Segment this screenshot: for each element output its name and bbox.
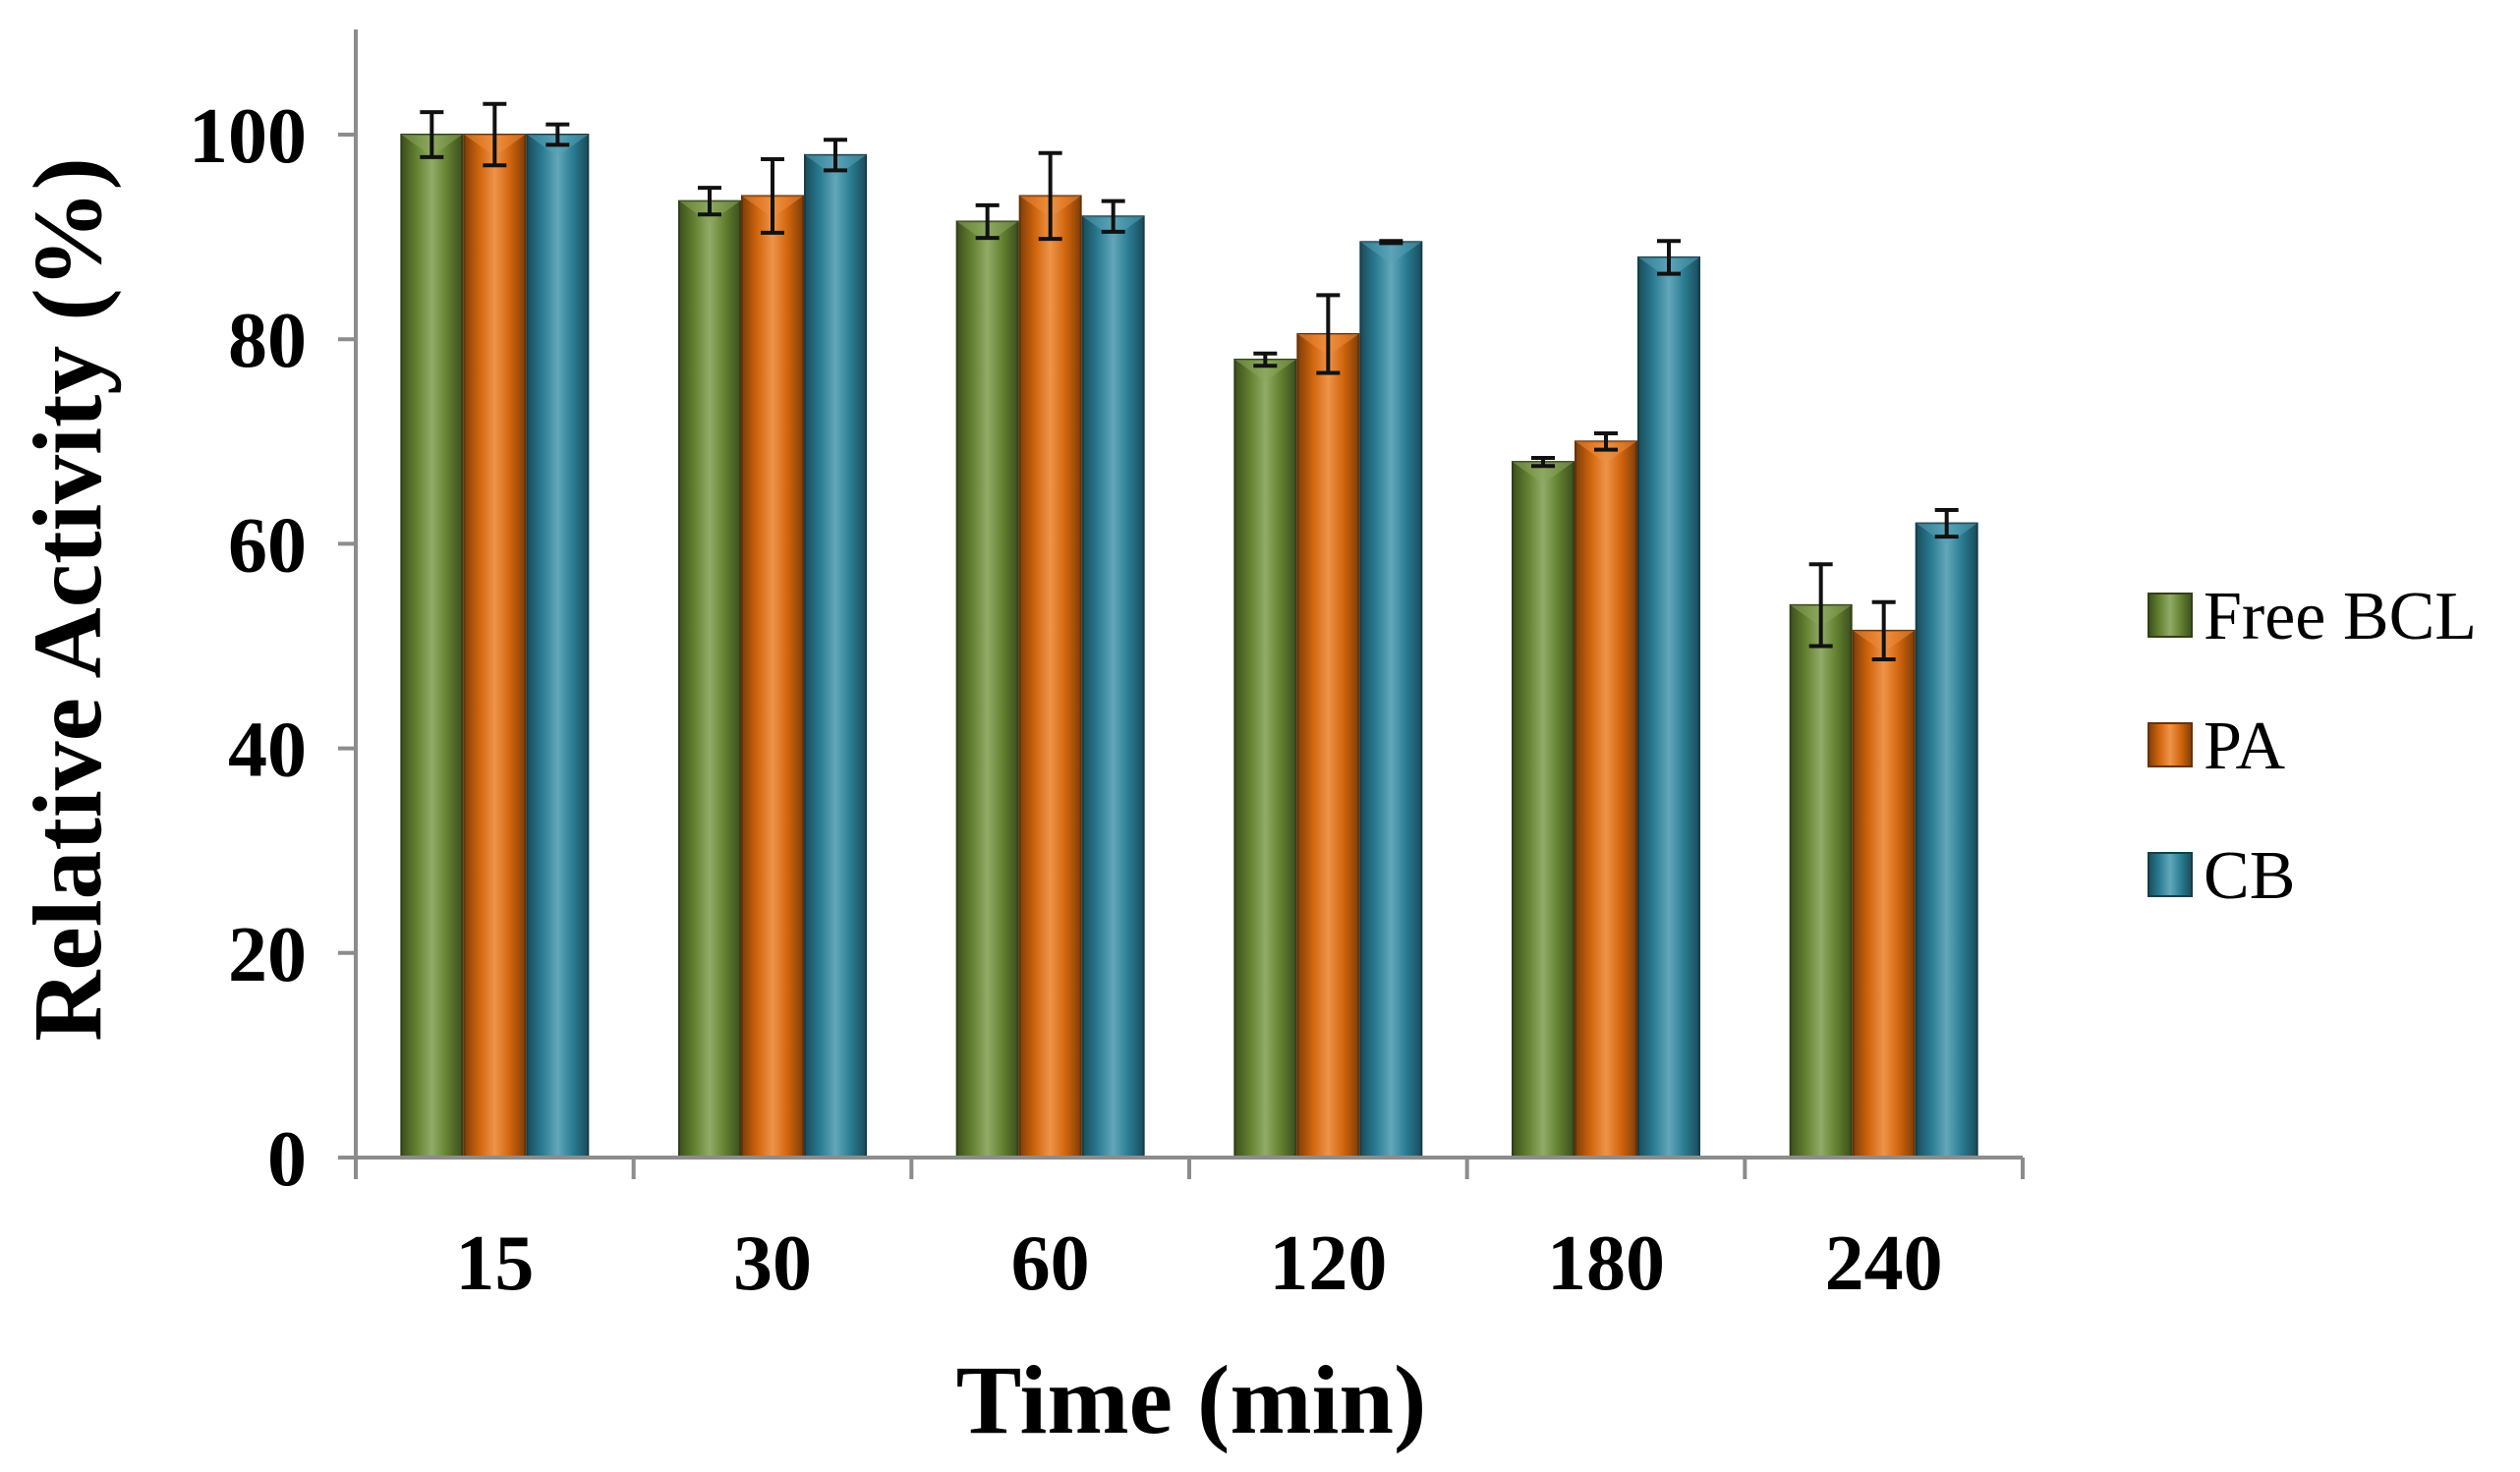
bar-pa-30 — [741, 195, 804, 1159]
x-tick-label: 120 — [1269, 1220, 1387, 1307]
tick-labels: 0 20 40 60 80 100 15 30 60 120 180 240 — [189, 93, 1943, 1307]
bar-free-bcl-120 — [1233, 359, 1297, 1159]
bar-pa-240 — [1852, 629, 1916, 1159]
legend-swatch-cb — [2148, 852, 2193, 897]
y-tick-label: 0 — [267, 1116, 307, 1203]
legend: Free BCL PA CB — [2148, 579, 2477, 914]
bar-bevel — [1513, 462, 1574, 484]
legend-label: CB — [2204, 838, 2295, 914]
bar-pa-60 — [1018, 195, 1082, 1159]
bar-free-bcl-30 — [678, 199, 741, 1160]
x-tick-label: 180 — [1547, 1220, 1665, 1307]
y-tick-label: 80 — [228, 298, 307, 384]
bar-cb-240 — [1915, 522, 1978, 1159]
bar-cb-180 — [1637, 255, 1700, 1160]
x-tick-label: 15 — [455, 1220, 534, 1307]
bar-free-bcl-240 — [1789, 603, 1853, 1159]
x-tick-label: 60 — [1011, 1220, 1090, 1307]
x-axis-title: Time (min) — [956, 1345, 1427, 1454]
axes-layer — [338, 29, 2025, 1179]
bar-bevel — [1234, 360, 1296, 382]
legend-label: Free BCL — [2204, 579, 2477, 654]
legend-swatch-free-bcl — [2148, 593, 2193, 638]
x-tick-label: 30 — [733, 1220, 812, 1307]
bar-bevel — [1575, 441, 1636, 464]
y-tick-label: 100 — [189, 93, 307, 180]
legend-label: PA — [2204, 708, 2286, 784]
bar-pa-180 — [1575, 440, 1637, 1159]
bars-layer — [400, 101, 1978, 1160]
x-tick-label: 240 — [1825, 1220, 1943, 1307]
bar-free-bcl-180 — [1512, 461, 1575, 1159]
y-axis-title: Relative Activity (%) — [13, 157, 122, 1042]
bar-free-bcl-15 — [400, 134, 464, 1159]
y-tick-label: 60 — [228, 502, 307, 589]
y-tick-label: 20 — [228, 912, 307, 998]
bar-cb-120 — [1359, 241, 1423, 1159]
bar-bevel — [1360, 242, 1422, 264]
bar-pa-120 — [1296, 332, 1360, 1159]
bar-cb-60 — [1081, 215, 1145, 1159]
bar-cb-15 — [526, 134, 590, 1159]
bar-pa-15 — [463, 134, 527, 1159]
bar-cb-30 — [804, 153, 867, 1159]
y-tick-label: 40 — [228, 708, 307, 794]
legend-swatch-pa — [2148, 722, 2193, 767]
bar-free-bcl-60 — [955, 220, 1019, 1160]
